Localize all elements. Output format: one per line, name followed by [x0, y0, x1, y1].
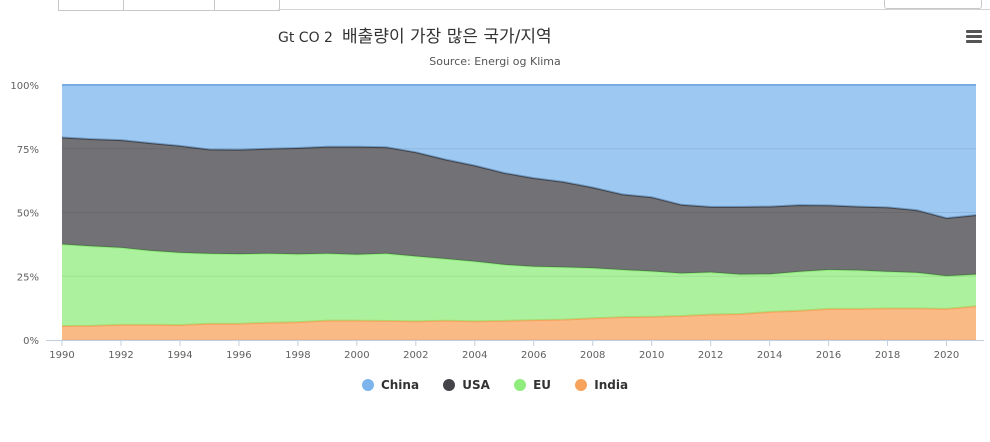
- legend-item-eu[interactable]: EU: [514, 378, 551, 392]
- x-tick-label: 2008: [580, 350, 605, 361]
- x-tick-label: 2012: [698, 350, 723, 361]
- y-tick-label: 0%: [23, 336, 39, 347]
- x-tick-label: 2000: [344, 350, 369, 361]
- chart-subtitle: Source: Energi og Klima: [429, 55, 561, 68]
- y-tick-label: 25%: [17, 272, 39, 283]
- area-india[interactable]: [62, 306, 976, 340]
- x-tick-label: 2004: [462, 350, 487, 361]
- legend-item-usa[interactable]: USA: [443, 378, 490, 392]
- x-tick-label: 2010: [639, 350, 664, 361]
- chart-title-unit: Gt CO 2: [278, 30, 333, 46]
- grid-layer: [62, 84, 976, 341]
- legend-label: EU: [533, 378, 552, 392]
- legend-label: China: [380, 378, 420, 392]
- legend-marker: [575, 379, 588, 391]
- legend-label: USA: [462, 378, 490, 392]
- area-china[interactable]: [62, 85, 976, 219]
- y-tick-label: 75%: [17, 145, 39, 156]
- line-usa: [61, 136, 977, 220]
- legend-item-india[interactable]: India: [575, 378, 628, 392]
- y-tick-label: 100%: [10, 81, 39, 92]
- x-tick-label: 2002: [403, 350, 428, 361]
- x-tick-label: 1992: [108, 350, 133, 361]
- x-tick-label: 1994: [167, 350, 192, 361]
- area-eu[interactable]: [62, 244, 976, 326]
- line-eu: [61, 243, 977, 278]
- top-tab-1[interactable]: [58, 0, 124, 11]
- x-tick-label: 1996: [226, 350, 251, 361]
- area-layer: [61, 84, 977, 340]
- y-tick-label: 50%: [17, 209, 39, 220]
- x-tick-label: 2020: [934, 350, 959, 361]
- x-tick-label: 2018: [875, 350, 900, 361]
- x-tick-label: 1998: [285, 350, 310, 361]
- legend-label: India: [594, 378, 629, 392]
- x-tick-label: 1990: [49, 350, 74, 361]
- legend-marker: [514, 379, 527, 391]
- legend-marker: [443, 379, 456, 391]
- chart-title: Gt CO 2 배출량이 가장 많은 국가/지역: [278, 22, 552, 47]
- legend-item-china[interactable]: China: [361, 378, 420, 392]
- legend: China USA EU India: [0, 378, 990, 394]
- top-right-box[interactable]: [884, 0, 982, 9]
- x-tick-label: 2016: [816, 350, 841, 361]
- top-divider: [278, 9, 990, 10]
- legend-marker: [361, 379, 374, 391]
- x-tick-label: 2014: [757, 350, 782, 361]
- top-tab-3[interactable]: [214, 0, 280, 11]
- chart-title-text: 배출량이 가장 많은 국가/지역: [342, 27, 552, 47]
- chart-menu-icon[interactable]: [962, 26, 984, 46]
- axes-layer: 0% 25% 50% 75% 100% 1990 1992 1994 1996 1998 2000 2…: [10, 81, 984, 361]
- top-strip: [0, 0, 990, 12]
- top-tab-2[interactable]: [123, 0, 215, 11]
- area-usa[interactable]: [62, 137, 976, 277]
- line-india: [61, 305, 977, 327]
- x-tick-label: 2006: [521, 350, 546, 361]
